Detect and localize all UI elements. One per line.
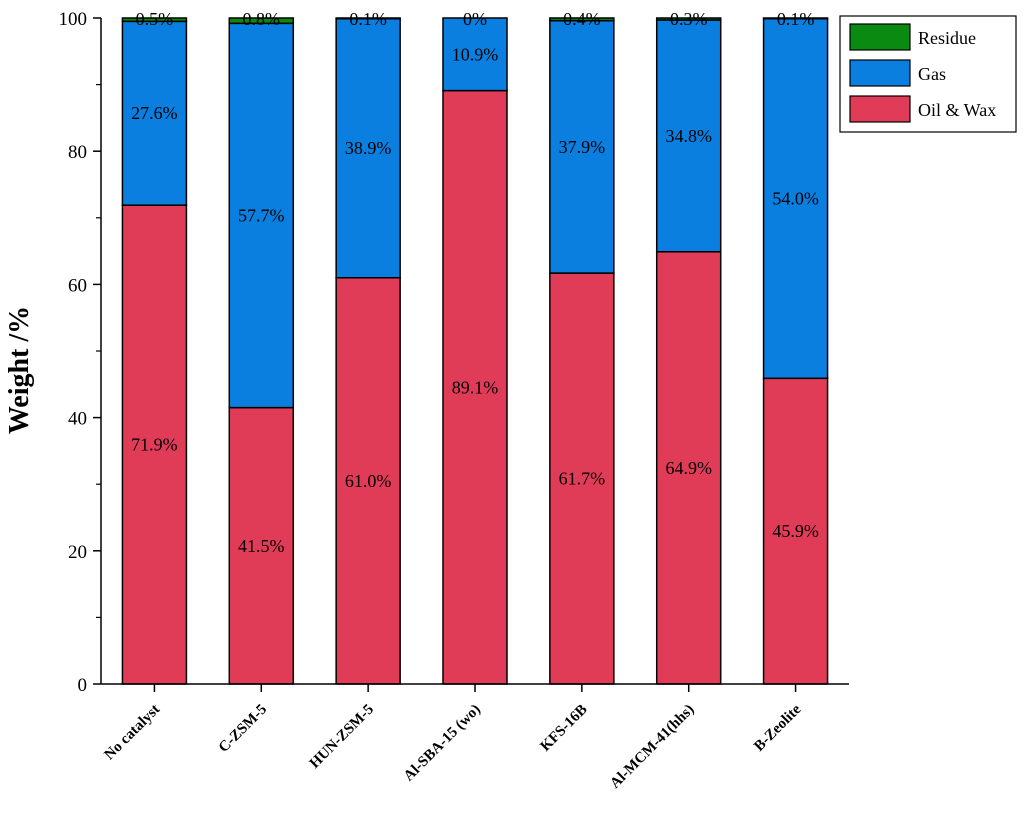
- y-tick-label: 20: [68, 542, 87, 563]
- y-axis-title: Weight /%: [4, 306, 35, 434]
- legend-label-gas: Gas: [918, 64, 946, 84]
- data-label-gas: 27.6%: [131, 103, 178, 123]
- data-label-oil-wax: 61.7%: [559, 469, 606, 489]
- data-label-gas: 38.9%: [345, 138, 392, 158]
- bar-residue: [228, 17, 295, 25]
- bar-gas: [549, 19, 615, 274]
- data-label-residue: 0.4%: [563, 9, 601, 29]
- bar-residue: [121, 17, 188, 23]
- y-tick-label: 100: [59, 9, 88, 30]
- bar-gas: [442, 17, 508, 92]
- legend-label-residue: Residue: [918, 28, 976, 48]
- bar-residue: [335, 17, 401, 20]
- bar-residue: [655, 17, 722, 21]
- legend-swatch-oil-wax: [849, 95, 911, 123]
- x-tick-label: B-Zeolite: [751, 701, 804, 754]
- x-tick-label: HUN-ZSM-5: [307, 702, 377, 772]
- bar-oil-wax: [121, 204, 188, 685]
- legend-swatch-residue: [849, 23, 911, 51]
- bar-oil-wax: [228, 406, 295, 685]
- legend-swatch-gas: [849, 59, 911, 87]
- x-tick-label: C-ZSM-5: [216, 702, 270, 756]
- y-tick-label: 80: [68, 142, 87, 163]
- bar-oil-wax: [655, 251, 722, 685]
- bar-gas: [762, 17, 829, 380]
- legend-label-oil-wax: Oil & Wax: [918, 100, 996, 120]
- y-tick-label: 60: [68, 275, 87, 296]
- bar-gas: [121, 20, 188, 206]
- bar-residue: [762, 17, 829, 20]
- y-tick-label: 40: [68, 409, 87, 430]
- data-label-oil-wax: 45.9%: [772, 521, 819, 541]
- data-label-residue: 0.1%: [349, 9, 387, 29]
- data-label-gas: 37.9%: [559, 137, 606, 157]
- data-label-residue: 0.5%: [136, 9, 174, 29]
- data-label-oil-wax: 64.9%: [665, 458, 712, 478]
- bar-oil-wax: [549, 272, 615, 685]
- legend: Residue Gas Oil & Wax: [839, 15, 1017, 133]
- bar-gas: [228, 22, 295, 409]
- data-label-oil-wax: 41.5%: [238, 536, 285, 556]
- y-tick-label: 0: [78, 675, 88, 696]
- data-label-gas: 54.0%: [772, 188, 819, 208]
- data-label-residue: 0.3%: [670, 9, 708, 29]
- x-tick-label: KFS-16B: [538, 702, 591, 755]
- data-label-residue: 0.8%: [243, 9, 281, 29]
- data-label-gas: 57.7%: [238, 205, 285, 225]
- data-label-gas: 34.8%: [665, 126, 712, 146]
- data-label-oil-wax: 71.9%: [131, 435, 178, 455]
- bar-gas: [655, 19, 722, 253]
- x-tick-label: Al-SBA-15 (wo): [401, 702, 484, 785]
- data-label-oil-wax: 89.1%: [452, 377, 499, 397]
- bar-residue: [549, 17, 615, 22]
- bar-oil-wax: [442, 89, 508, 685]
- x-tick-label: Al-MCM-41(hhs): [607, 702, 697, 792]
- plot-area: 71.9% 27.6% 0.5% 41.5% 57.7% 0.8% 61.0% 38.9% 0.…: [121, 9, 829, 685]
- data-label-residue: 0.1%: [777, 9, 815, 29]
- x-tick-label: No catalyst: [102, 702, 164, 764]
- data-label-residue: 0%: [463, 9, 487, 29]
- data-label-oil-wax: 61.0%: [345, 471, 392, 491]
- data-label-gas: 10.9%: [452, 44, 499, 64]
